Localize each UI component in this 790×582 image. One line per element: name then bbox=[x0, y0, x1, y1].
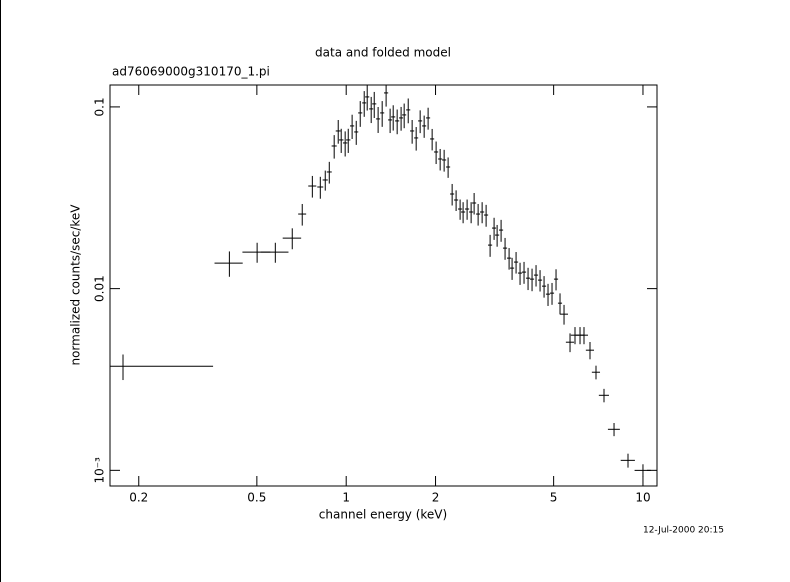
timestamp: 12-Jul-2000 20:15 bbox=[643, 526, 724, 536]
y-tick-label: 10⁻³ bbox=[93, 457, 107, 484]
x-tick-label: 0.5 bbox=[247, 491, 266, 505]
y-axis-label: normalized counts/sec/keV bbox=[69, 204, 83, 366]
plot-frame bbox=[109, 84, 658, 487]
chart-subtitle: ad76069000g310170_1.pi bbox=[112, 65, 270, 79]
x-tick-label: 5 bbox=[550, 491, 558, 505]
x-axis-label: channel energy (keV) bbox=[319, 508, 447, 522]
x-tick-label: 0.2 bbox=[129, 491, 148, 505]
y-tick-label: 0.1 bbox=[93, 97, 107, 116]
x-tick-label: 2 bbox=[432, 491, 440, 505]
y-tick-label: 0.01 bbox=[93, 275, 107, 302]
x-tick-label: 10 bbox=[635, 491, 650, 505]
x-tick-label: 1 bbox=[342, 491, 350, 505]
chart-title: data and folded model bbox=[315, 46, 451, 60]
